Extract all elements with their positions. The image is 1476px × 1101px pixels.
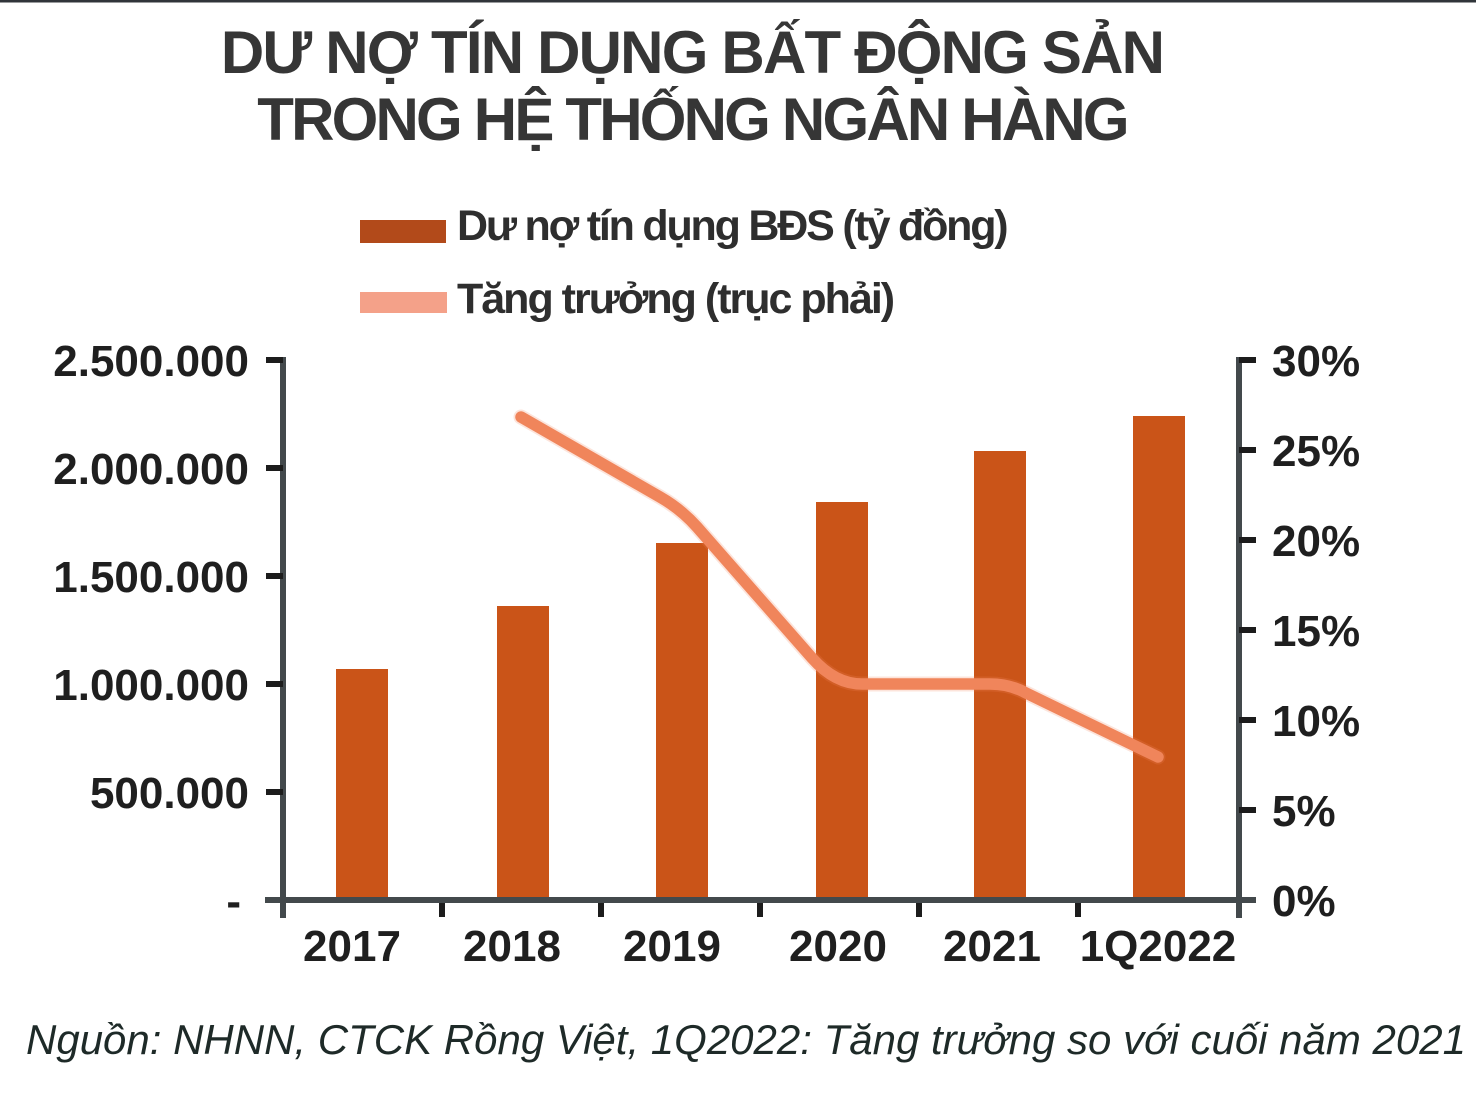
svg-text:30%: 30% [1272, 337, 1360, 386]
svg-text:10%: 10% [1272, 697, 1360, 746]
svg-text:500.000: 500.000 [90, 769, 249, 818]
svg-text:2020: 2020 [789, 922, 887, 971]
svg-text:2018: 2018 [463, 922, 561, 971]
svg-text:1Q2022: 1Q2022 [1080, 922, 1237, 971]
svg-text:2021: 2021 [943, 922, 1041, 971]
svg-text:20%: 20% [1272, 517, 1360, 566]
svg-text:Dư nợ tín dụng BĐS (tỷ đồng): Dư nợ tín dụng BĐS (tỷ đồng) [457, 202, 1007, 250]
svg-text:DƯ NỢ TÍN DỤNG BẤT ĐỘNG SẢN: DƯ NỢ TÍN DỤNG BẤT ĐỘNG SẢN [221, 19, 1163, 86]
svg-text:2019: 2019 [623, 922, 721, 971]
svg-text:2.000.000: 2.000.000 [53, 445, 249, 494]
svg-text:0%: 0% [1272, 877, 1336, 926]
svg-text:15%: 15% [1272, 607, 1360, 656]
svg-text:-: - [226, 877, 241, 926]
svg-text:25%: 25% [1272, 427, 1360, 476]
svg-text:1.500.000: 1.500.000 [53, 553, 249, 602]
svg-text:TRONG HỆ THỐNG NGÂN HÀNG: TRONG HỆ THỐNG NGÂN HÀNG [257, 86, 1126, 153]
svg-text:1.000.000: 1.000.000 [53, 661, 249, 710]
svg-text:Tăng trưởng (trục phải): Tăng trưởng (trục phải) [457, 275, 894, 323]
svg-text:Nguồn: NHNN, CTCK Rồng Việt, 1: Nguồn: NHNN, CTCK Rồng Việt, 1Q2022: Tăn… [26, 1016, 1466, 1063]
svg-text:5%: 5% [1272, 787, 1336, 836]
svg-text:2017: 2017 [303, 922, 401, 971]
svg-text:2.500.000: 2.500.000 [53, 337, 249, 386]
